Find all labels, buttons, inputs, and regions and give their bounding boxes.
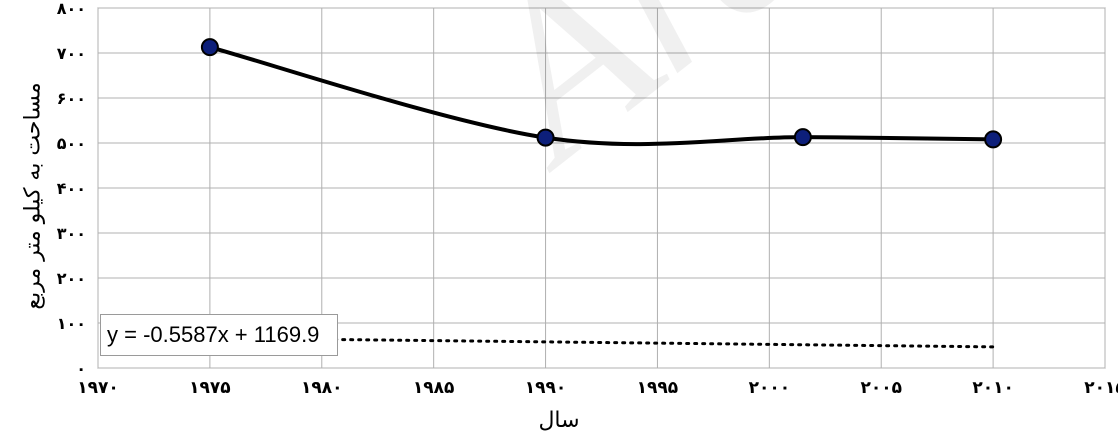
x-tick-label: ۱۹۹۵	[637, 378, 679, 398]
x-tick-label: ۱۹۹۰	[525, 378, 567, 398]
series	[207, 45, 996, 147]
data-point	[200, 38, 219, 57]
y-tick-label: ۷۰۰	[57, 44, 86, 63]
y-tick-labels: ۰ ۱۰۰ ۲۰۰ ۳۰۰ ۴۰۰ ۵۰۰ ۶۰۰ ۷۰۰ ۸۰۰	[57, 0, 86, 378]
series-line	[207, 45, 996, 147]
data-point	[536, 128, 555, 147]
x-tick-label: ۲۰۰۵	[860, 378, 902, 398]
y-tick-label: ۰	[76, 359, 86, 378]
y-axis-title-wrap: مساحت به کیلو متر مربع	[8, 0, 58, 392]
y-tick-label: ۵۰۰	[57, 134, 86, 153]
x-tick-label: ۲۰۰۰	[749, 378, 791, 398]
y-axis-title: مساحت به کیلو متر مربع	[20, 82, 46, 310]
x-tick-label: ۱۹۸۰	[301, 378, 343, 398]
trendline-equation: y = -0.5587x + 1169.9	[100, 314, 338, 356]
y-tick-label: ۱۰۰	[57, 314, 86, 333]
data-markers	[200, 38, 1003, 149]
gridlines	[97, 7, 1106, 369]
y-tick-label: ۸۰۰	[57, 0, 86, 18]
x-tick-label: ۱۹۷۰	[77, 378, 119, 398]
y-tick-label: ۲۰۰	[57, 269, 86, 288]
data-point	[984, 130, 1003, 149]
x-tick-label: ۲۰۱۰	[972, 378, 1014, 398]
x-tick-labels: ۱۹۷۰ ۱۹۷۵ ۱۹۸۰ ۱۹۸۵ ۱۹۹۰ ۱۹۹۵ ۲۰۰۰ ۲۰۰۵ ۲۰۱۰ ۲۰۱۵	[77, 378, 1118, 398]
y-tick-label: ۴۰۰	[57, 179, 86, 198]
x-tick-label: ۱۹۷۵	[189, 378, 231, 398]
x-tick-label: ۱۹۸۵	[413, 378, 455, 398]
y-tick-label: ۳۰۰	[57, 224, 86, 243]
x-tick-label: ۲۰۱۵	[1084, 378, 1118, 398]
x-axis-title: سال	[538, 408, 580, 433]
data-point	[793, 128, 812, 147]
y-tick-label: ۶۰۰	[57, 89, 86, 108]
